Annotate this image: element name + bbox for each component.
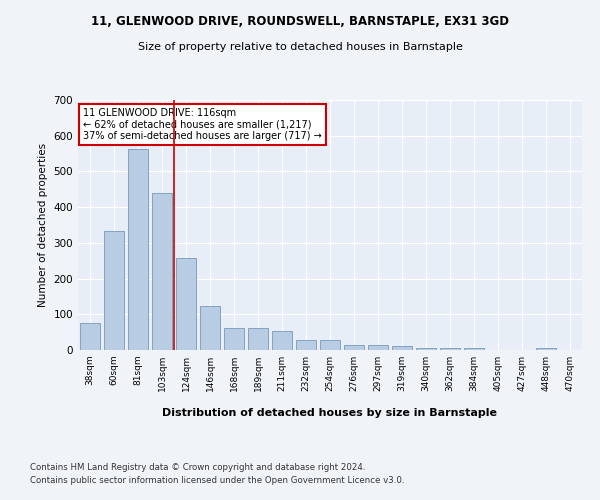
Bar bbox=[152, 193, 172, 350]
Bar bbox=[368, 344, 388, 350]
Text: Distribution of detached houses by size in Barnstaple: Distribution of detached houses by size … bbox=[163, 408, 497, 418]
Bar bbox=[416, 348, 436, 350]
Bar bbox=[200, 306, 220, 350]
Bar bbox=[392, 346, 412, 350]
Bar bbox=[248, 328, 268, 350]
Bar bbox=[224, 328, 244, 350]
Text: 11 GLENWOOD DRIVE: 116sqm
← 62% of detached houses are smaller (1,217)
37% of se: 11 GLENWOOD DRIVE: 116sqm ← 62% of detac… bbox=[83, 108, 322, 140]
Y-axis label: Number of detached properties: Number of detached properties bbox=[38, 143, 48, 307]
Bar bbox=[344, 344, 364, 350]
Text: Contains public sector information licensed under the Open Government Licence v3: Contains public sector information licen… bbox=[30, 476, 404, 485]
Bar bbox=[128, 149, 148, 350]
Bar bbox=[536, 348, 556, 350]
Bar bbox=[80, 323, 100, 350]
Bar bbox=[320, 340, 340, 350]
Bar bbox=[296, 340, 316, 350]
Text: Size of property relative to detached houses in Barnstaple: Size of property relative to detached ho… bbox=[137, 42, 463, 52]
Bar bbox=[104, 231, 124, 350]
Bar bbox=[440, 348, 460, 350]
Bar bbox=[272, 331, 292, 350]
Bar bbox=[464, 348, 484, 350]
Bar bbox=[176, 258, 196, 350]
Text: 11, GLENWOOD DRIVE, ROUNDSWELL, BARNSTAPLE, EX31 3GD: 11, GLENWOOD DRIVE, ROUNDSWELL, BARNSTAP… bbox=[91, 15, 509, 28]
Text: Contains HM Land Registry data © Crown copyright and database right 2024.: Contains HM Land Registry data © Crown c… bbox=[30, 462, 365, 471]
